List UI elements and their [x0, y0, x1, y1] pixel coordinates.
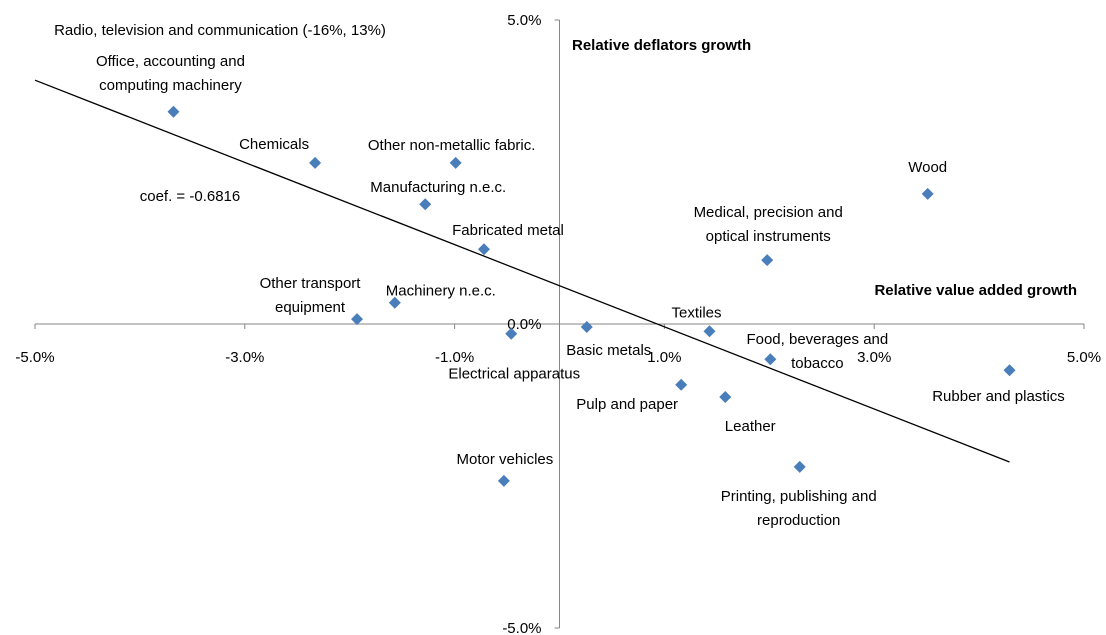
point: [703, 325, 716, 338]
point-label: Machinery n.e.c.: [386, 283, 496, 300]
point-label: Leather: [725, 418, 776, 435]
point: [419, 198, 432, 211]
x-tick-label: -3.0%: [225, 349, 264, 366]
point: [388, 296, 401, 309]
point-label: Wood: [908, 159, 947, 176]
point: [675, 378, 688, 391]
point-label: Other transport: [260, 275, 362, 292]
annotation: Radio, television and communication (-16…: [54, 22, 386, 39]
point: [580, 321, 593, 334]
point-label: Medical, precision and: [694, 204, 843, 221]
point-label: Motor vehicles: [457, 451, 554, 468]
point-label: Pulp and paper: [576, 396, 678, 413]
point-label: reproduction: [757, 512, 840, 529]
point: [921, 187, 934, 200]
point-label: Printing, publishing and: [721, 488, 877, 505]
point-label: tobacco: [791, 355, 844, 372]
point: [449, 156, 462, 169]
point-label: Textiles: [671, 304, 721, 321]
point-label: Food, beverages and: [746, 331, 888, 348]
point-label: computing machinery: [99, 77, 242, 94]
point: [351, 313, 364, 326]
point-label: Chemicals: [239, 136, 309, 153]
x-tick-label: 3.0%: [857, 349, 891, 366]
point-label: equipment: [275, 299, 346, 316]
y-tick-label: 5.0%: [507, 12, 541, 29]
point-label: Rubber and plastics: [932, 388, 1065, 405]
x-tick-label: 5.0%: [1067, 349, 1101, 366]
point: [1003, 364, 1016, 377]
point-label: Fabricated metal: [452, 222, 564, 239]
point: [309, 156, 322, 169]
point: [477, 243, 490, 256]
trend-line: [34, 79, 1010, 463]
coef-label: coef. = -0.6816: [140, 188, 241, 205]
x-tick-label: -1.0%: [435, 349, 474, 366]
point: [167, 105, 180, 118]
point-label: Basic metals: [566, 342, 651, 359]
y-tick-label: 0.0%: [507, 316, 541, 333]
point-label: optical instruments: [706, 228, 831, 245]
point-label: Manufacturing n.e.c.: [370, 179, 506, 196]
point-label: Other non-metallic fabric.: [368, 137, 536, 154]
point: [719, 390, 732, 403]
x-tick-label: 1.0%: [647, 349, 681, 366]
point-label: Electrical apparatus: [448, 366, 580, 383]
point: [505, 327, 518, 340]
y-axis-title: Relative deflators growth: [572, 37, 751, 54]
point: [497, 474, 510, 487]
y-tick-label: -5.0%: [502, 620, 541, 635]
point: [764, 353, 777, 366]
x-tick-label: -5.0%: [15, 349, 54, 366]
x-axis-title: Relative value added growth: [874, 282, 1077, 299]
point: [793, 460, 806, 473]
point: [761, 254, 774, 267]
point-label: Office, accounting and: [96, 53, 245, 70]
